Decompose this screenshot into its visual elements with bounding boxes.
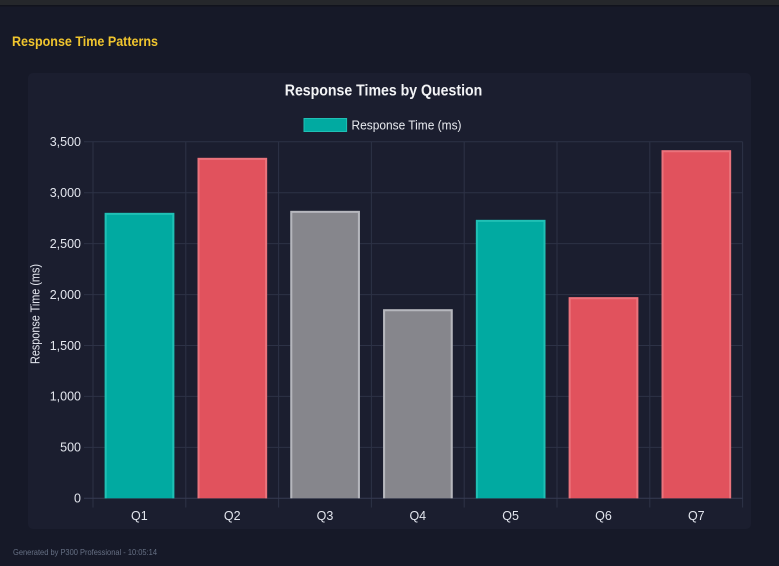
svg-text:0: 0 <box>74 492 81 506</box>
svg-text:1,500: 1,500 <box>50 339 81 353</box>
svg-text:3,500: 3,500 <box>50 135 81 149</box>
svg-text:1,000: 1,000 <box>50 390 81 404</box>
svg-text:Response Time (ms): Response Time (ms) <box>29 264 43 364</box>
svg-text:Q2: Q2 <box>224 509 241 523</box>
svg-text:2,000: 2,000 <box>50 288 81 302</box>
svg-text:Generated by P300 Professional: Generated by P300 Professional - 10:05:1… <box>13 547 157 557</box>
svg-text:Q4: Q4 <box>409 509 426 523</box>
svg-text:Q5: Q5 <box>502 509 519 523</box>
svg-text:2,500: 2,500 <box>50 237 81 251</box>
svg-text:3,000: 3,000 <box>50 186 81 200</box>
svg-text:Q6: Q6 <box>595 509 612 523</box>
svg-text:Q1: Q1 <box>131 509 148 523</box>
svg-text:Q3: Q3 <box>317 509 334 523</box>
svg-text:Response Time (ms): Response Time (ms) <box>352 118 462 133</box>
svg-text:Response Time Patterns: Response Time Patterns <box>12 33 158 49</box>
svg-text:500: 500 <box>60 441 81 455</box>
svg-text:Q7: Q7 <box>688 509 705 523</box>
svg-text:Response Times by Question: Response Times by Question <box>285 83 483 100</box>
